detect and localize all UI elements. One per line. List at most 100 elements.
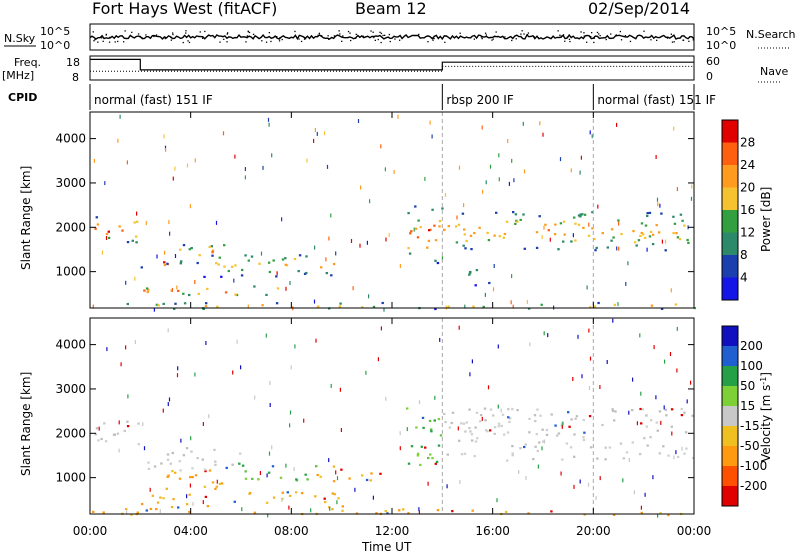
freq-tick-bottom: 8	[72, 71, 79, 84]
noise-cell	[522, 121, 524, 126]
noise-cell	[186, 494, 188, 499]
echo-cell	[687, 241, 690, 244]
echo-cell	[511, 454, 514, 457]
echo-cell	[205, 302, 208, 305]
noise-cell	[652, 475, 654, 480]
nsearch-point	[137, 33, 140, 35]
noise-cell	[388, 233, 390, 237]
echo-cell	[261, 304, 264, 307]
noise-cell	[303, 418, 305, 423]
noise-cell	[439, 337, 441, 342]
nsearch-point	[569, 40, 571, 43]
nsearch-point	[281, 38, 283, 41]
nsearch-point	[692, 39, 694, 41]
echo-cell	[554, 223, 557, 226]
noise-cell	[673, 126, 675, 131]
noise-cell	[526, 299, 528, 304]
noise-cell	[510, 300, 512, 305]
echo-cell	[174, 302, 177, 305]
noise-cell	[656, 197, 659, 202]
echo-cell	[206, 287, 209, 290]
noise-cell	[267, 513, 269, 518]
echo-cell	[685, 447, 688, 450]
echo-cell	[130, 513, 133, 516]
noise-cell	[512, 304, 514, 309]
echo-cell	[563, 233, 566, 236]
echo-cell	[659, 512, 662, 515]
echo-cell	[458, 439, 461, 442]
colorbar-swatch	[722, 406, 738, 427]
echo-cell	[180, 260, 183, 263]
echo-cell	[579, 213, 582, 216]
noise-cell	[560, 471, 562, 476]
power-y-axis-label: Slant Range [km]	[19, 166, 33, 270]
echo-cell	[250, 255, 254, 258]
cpid-segment-label: normal (fast) 151 IF	[94, 93, 213, 107]
x-tick-label: 04:00	[173, 524, 208, 538]
nsearch-point	[605, 38, 607, 41]
noise-cell	[271, 153, 273, 158]
noise-cell	[691, 184, 693, 189]
nsearch-point	[480, 36, 482, 38]
echo-cell	[462, 422, 466, 425]
echo-cell	[437, 444, 441, 447]
noise-cell	[323, 131, 326, 136]
echo-cell	[340, 468, 343, 471]
nsearch-point	[433, 37, 435, 40]
nsearch-point	[164, 37, 166, 40]
echo-cell	[123, 429, 126, 433]
noise-cell	[653, 345, 655, 350]
noise-cell	[149, 487, 151, 492]
nsearch-point	[270, 40, 272, 43]
noise-cell	[169, 231, 171, 236]
echo-cell	[361, 306, 364, 309]
nsearch-point	[226, 33, 228, 35]
noise-cell	[384, 167, 386, 172]
noise-cell	[570, 168, 572, 173]
power-echo-cells	[92, 112, 696, 312]
echo-cell	[118, 225, 121, 228]
colorbar-swatch	[722, 346, 738, 367]
nsearch-point	[591, 32, 593, 34]
echo-cell	[631, 441, 634, 444]
noise-cell	[500, 408, 502, 413]
nsearch-point	[374, 39, 376, 41]
nsearch-point	[102, 40, 104, 42]
echo-cell	[670, 408, 674, 411]
noise-cell	[385, 237, 387, 242]
nsearch-point	[615, 34, 617, 36]
echo-cell	[166, 475, 169, 478]
noise-cell	[511, 274, 513, 279]
echo-cell	[140, 266, 143, 269]
echo-cell	[214, 487, 217, 490]
echo-cell	[527, 512, 530, 515]
noise-cell	[163, 134, 165, 139]
nsearch-point	[123, 41, 125, 43]
echo-cell	[435, 460, 439, 463]
echo-cell	[662, 445, 665, 448]
echo-cell	[557, 432, 561, 435]
nsearch-point	[199, 31, 201, 33]
nsearch-point	[444, 41, 446, 43]
echo-cell	[463, 452, 467, 455]
noise-cell	[194, 372, 196, 377]
nsearch-point	[350, 39, 352, 42]
noise-cell	[310, 508, 312, 513]
echo-cell	[450, 421, 453, 425]
echo-cell	[361, 474, 364, 477]
noise-cell	[189, 204, 191, 209]
echo-cell	[218, 256, 221, 259]
echo-cell	[460, 422, 463, 425]
echo-cell	[332, 465, 336, 468]
noise-cell	[434, 395, 436, 400]
noise-cell	[118, 420, 120, 425]
echo-cell	[348, 477, 351, 480]
echo-cell	[293, 257, 297, 261]
echo-cell	[601, 232, 604, 235]
nsearch-point	[245, 41, 247, 43]
echo-cell	[667, 454, 670, 457]
echo-cell	[251, 477, 254, 480]
noise-cell	[463, 203, 465, 208]
echo-cell	[524, 443, 527, 446]
echo-cell	[434, 239, 438, 242]
